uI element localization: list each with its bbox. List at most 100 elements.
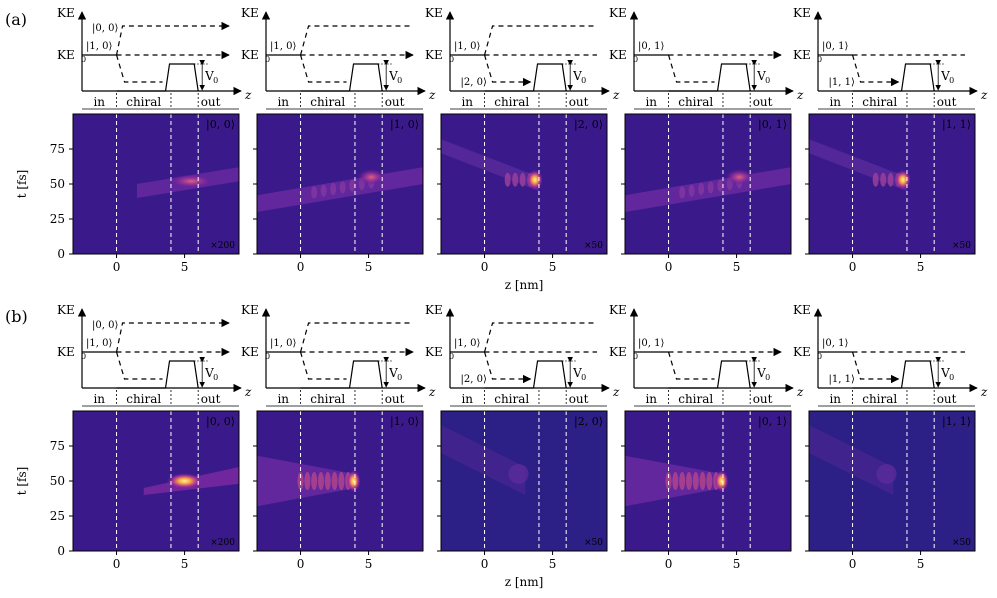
interference-fringe (338, 472, 345, 490)
channel-down (115, 351, 163, 380)
ke0-subscript: 0 (265, 352, 270, 361)
z-axis-label: z (796, 385, 804, 399)
schematic-initial-state: |1, 0⟩ (86, 41, 112, 52)
x-tick-label: 5 (181, 557, 189, 571)
heatmap: |0, 0⟩ ×200 0 25 50 75 0 5 (50, 113, 240, 274)
x-tick-label: 0 (113, 260, 121, 274)
channel-up (483, 322, 597, 353)
interference-fringe (324, 472, 331, 490)
region-out: out (569, 95, 589, 109)
ke0-label: KE (57, 345, 75, 359)
potential-barrier (484, 63, 567, 92)
x-tick-label: 5 (365, 260, 373, 274)
x-tick-label: 0 (297, 260, 305, 274)
wave-packet-peak (346, 470, 361, 492)
schematic-initial-state: |1, 0⟩ (270, 41, 296, 52)
z-axis-label: z (980, 88, 988, 102)
region-in: in (461, 392, 473, 406)
wave-packet-band (809, 425, 894, 495)
interference-fringe (872, 172, 879, 187)
region-in: in (645, 392, 657, 406)
potential-barrier (852, 63, 935, 92)
y-tick-label: 0 (57, 544, 65, 558)
schematic-initial-state: |0, 1⟩ (638, 338, 664, 349)
z-axis-label: z (244, 88, 252, 102)
x-tick-label: 0 (481, 260, 489, 274)
v0-subscript: 0 (765, 76, 770, 85)
y-axis-label: t [fs] (15, 467, 29, 496)
region-in: in (829, 95, 841, 109)
wave-packet-peak (714, 470, 729, 492)
region-in: in (277, 95, 289, 109)
schematic-initial-state: |1, 0⟩ (454, 41, 480, 52)
v0-label: V (940, 366, 950, 380)
heatmap: |0, 0⟩ ×200 0 25 50 75 0 5 (50, 410, 240, 571)
ke-axis-label: KE (425, 6, 443, 20)
potential-barrier (300, 63, 383, 92)
ke0-subscript: 0 (817, 352, 822, 361)
heatmap: |2, 0⟩ ×50 0 5 (437, 113, 608, 274)
channel-up (115, 21, 230, 56)
ke0-label: KE (425, 48, 443, 62)
x-tick-label: 5 (733, 260, 741, 274)
heatmap: |1, 0⟩ 0 5 (253, 410, 424, 571)
z-axis-label: z (244, 385, 252, 399)
region-in: in (93, 95, 105, 109)
y-tick-label: 50 (50, 474, 65, 488)
wave-packet-peak (357, 169, 386, 185)
x-tick-label: 0 (297, 557, 305, 571)
interference-fringe (304, 472, 311, 490)
x-tick-label: 5 (917, 260, 925, 274)
y-tick-label: 25 (50, 212, 65, 226)
y-tick-label: 75 (50, 142, 65, 156)
region-chiral: chiral (678, 95, 713, 109)
v0-label: V (756, 366, 766, 380)
wave-packet-peak (725, 169, 754, 185)
interference-fringe (672, 472, 679, 490)
interference-fringe (717, 179, 724, 192)
region-chiral: chiral (126, 392, 161, 406)
v0-label: V (204, 69, 214, 83)
region-out: out (385, 95, 405, 109)
v0-label: V (204, 366, 214, 380)
heatmap: |0, 1⟩ 0 5 (621, 113, 792, 274)
region-out: out (569, 392, 589, 406)
y-tick-label: 25 (50, 509, 65, 523)
interference-fringe (887, 172, 894, 187)
ke0-label: KE (609, 48, 627, 62)
ke-axis-label: KE (57, 303, 75, 317)
x-tick-label: 0 (481, 557, 489, 571)
schematic-final-state: |2, 0⟩ (461, 77, 487, 88)
v0-subscript: 0 (581, 373, 586, 382)
schematic-initial-state: |0, 1⟩ (638, 41, 664, 52)
ke0-label: KE (57, 48, 75, 62)
ke0-label: KE (793, 48, 811, 62)
region-chiral: chiral (678, 392, 713, 406)
scale-factor: ×50 (584, 538, 603, 548)
region-out: out (753, 95, 773, 109)
v0-label: V (940, 69, 950, 83)
z-axis-label: z (796, 88, 804, 102)
heatmap: |1, 1⟩ ×50 0 5 (805, 410, 976, 571)
x-tick-label: 0 (665, 260, 673, 274)
interference-fringe (330, 183, 337, 196)
heatmap: |1, 1⟩ ×50 0 5 (805, 113, 976, 274)
z-axis-label: z (612, 88, 620, 102)
v0-label: V (572, 366, 582, 380)
scale-factor: ×50 (584, 241, 603, 251)
v0-subscript: 0 (949, 76, 954, 85)
state-label: |0, 1⟩ (758, 415, 787, 429)
x-tick-label: 0 (665, 557, 673, 571)
